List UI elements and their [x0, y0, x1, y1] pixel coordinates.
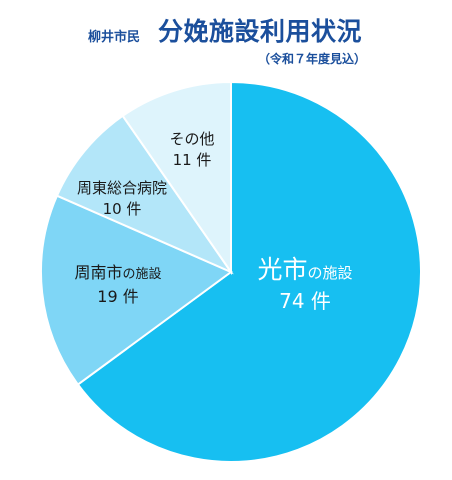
pie-slices [40, 80, 422, 463]
pie-labels: 光市の施設 74 件 周南市の施設 19 件 周東総合病院 10 件 その他 11 件 [74, 130, 352, 313]
chart-header: 柳井市民 分娩施設利用状況 （令和７年度見込） [0, 0, 452, 90]
chart-subtitle: （令和７年度見込） [258, 52, 367, 66]
slice-value-1: 74 件 [279, 289, 331, 313]
slice-label-4: その他 [169, 130, 214, 148]
title-prefix: 柳井市民 [88, 30, 141, 45]
slice-value-3: 10 件 [103, 200, 142, 218]
chart-title: 分娩施設利用状況 [158, 17, 363, 46]
pie-slice-2 [40, 194, 233, 386]
slice-label-2: 周南市の施設 [74, 263, 161, 282]
pie-slice-1 [76, 80, 422, 463]
pie-slice-3 [55, 114, 234, 275]
slice-value-2: 19 件 [97, 287, 138, 306]
pie-slice-4 [121, 80, 232, 276]
slice-label-1: 光市の施設 [257, 255, 352, 284]
slice-value-4: 11 件 [173, 151, 212, 169]
slice-label-3: 周東総合病院 [77, 179, 167, 197]
